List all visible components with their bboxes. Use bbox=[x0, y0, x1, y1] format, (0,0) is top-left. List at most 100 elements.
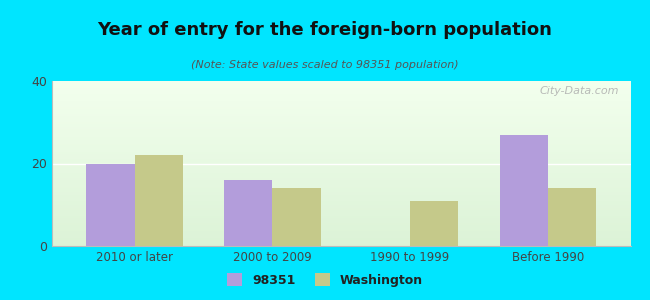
Bar bbox=[52, 116, 630, 117]
Bar bbox=[52, 152, 630, 154]
Bar bbox=[548, 188, 596, 246]
Bar bbox=[52, 136, 630, 137]
Bar bbox=[52, 206, 630, 208]
Bar bbox=[52, 127, 630, 129]
Bar bbox=[52, 125, 630, 127]
Bar bbox=[52, 117, 630, 119]
Bar bbox=[52, 224, 630, 226]
Bar bbox=[52, 244, 630, 246]
Bar bbox=[52, 104, 630, 106]
Bar bbox=[52, 89, 630, 91]
Text: (Note: State values scaled to 98351 population): (Note: State values scaled to 98351 popu… bbox=[191, 60, 459, 70]
Bar bbox=[52, 183, 630, 185]
Bar bbox=[52, 124, 630, 125]
Bar bbox=[52, 202, 630, 203]
Bar bbox=[52, 86, 630, 88]
Bar bbox=[52, 158, 630, 160]
Bar bbox=[52, 106, 630, 107]
Legend: 98351, Washington: 98351, Washington bbox=[224, 270, 426, 291]
Bar bbox=[52, 164, 630, 165]
Bar bbox=[52, 130, 630, 132]
Bar bbox=[52, 193, 630, 195]
Bar bbox=[52, 154, 630, 155]
Text: Year of entry for the foreign-born population: Year of entry for the foreign-born popul… bbox=[98, 21, 552, 39]
Bar bbox=[52, 190, 630, 192]
Bar bbox=[52, 137, 630, 139]
Bar bbox=[500, 135, 548, 246]
Bar bbox=[52, 121, 630, 122]
Bar bbox=[52, 160, 630, 162]
Bar bbox=[52, 139, 630, 140]
Bar bbox=[52, 81, 630, 82]
Bar bbox=[52, 221, 630, 223]
Bar bbox=[52, 114, 630, 116]
Bar bbox=[52, 239, 630, 241]
Bar bbox=[52, 243, 630, 244]
Bar bbox=[52, 216, 630, 218]
Bar bbox=[52, 112, 630, 114]
Bar bbox=[52, 238, 630, 239]
Bar bbox=[52, 165, 630, 167]
Bar bbox=[52, 94, 630, 96]
Bar bbox=[410, 201, 458, 246]
Bar bbox=[52, 178, 630, 180]
Bar bbox=[52, 101, 630, 102]
Bar bbox=[52, 203, 630, 205]
Bar bbox=[52, 172, 630, 173]
Bar bbox=[52, 187, 630, 188]
Bar bbox=[52, 82, 630, 84]
Bar bbox=[52, 231, 630, 233]
Bar bbox=[52, 215, 630, 216]
Bar bbox=[52, 134, 630, 135]
Bar bbox=[52, 84, 630, 86]
Bar bbox=[52, 129, 630, 130]
Bar bbox=[52, 148, 630, 150]
Bar bbox=[52, 205, 630, 206]
Bar bbox=[52, 155, 630, 157]
Bar bbox=[52, 223, 630, 224]
Bar bbox=[52, 144, 630, 145]
Bar bbox=[272, 188, 320, 246]
Bar bbox=[52, 218, 630, 220]
Bar bbox=[52, 157, 630, 158]
Bar bbox=[52, 109, 630, 111]
Bar bbox=[52, 145, 630, 147]
Bar bbox=[52, 230, 630, 231]
Bar bbox=[52, 150, 630, 152]
Bar bbox=[135, 155, 183, 246]
Bar bbox=[52, 175, 630, 177]
Bar bbox=[52, 122, 630, 124]
Bar bbox=[52, 88, 630, 89]
Bar bbox=[86, 164, 135, 246]
Bar bbox=[52, 169, 630, 170]
Bar bbox=[52, 235, 630, 236]
Bar bbox=[52, 98, 630, 99]
Bar bbox=[52, 188, 630, 190]
Bar bbox=[52, 185, 630, 187]
Bar bbox=[52, 220, 630, 221]
Bar bbox=[52, 233, 630, 235]
Bar bbox=[52, 241, 630, 243]
Bar bbox=[52, 167, 630, 168]
Bar bbox=[52, 196, 630, 198]
Bar bbox=[52, 208, 630, 210]
Bar bbox=[52, 140, 630, 142]
Bar bbox=[52, 213, 630, 215]
Bar bbox=[52, 236, 630, 238]
Bar bbox=[52, 228, 630, 230]
Bar bbox=[52, 195, 630, 196]
Bar bbox=[52, 211, 630, 213]
Bar bbox=[52, 177, 630, 178]
Bar bbox=[52, 191, 630, 193]
Bar bbox=[52, 132, 630, 134]
Bar bbox=[52, 142, 630, 144]
Bar bbox=[224, 180, 272, 246]
Bar bbox=[52, 147, 630, 148]
Bar bbox=[52, 182, 630, 183]
Bar bbox=[52, 210, 630, 212]
Bar bbox=[52, 102, 630, 104]
Bar bbox=[52, 173, 630, 175]
Bar bbox=[52, 200, 630, 202]
Bar bbox=[52, 170, 630, 172]
Bar bbox=[52, 180, 630, 182]
